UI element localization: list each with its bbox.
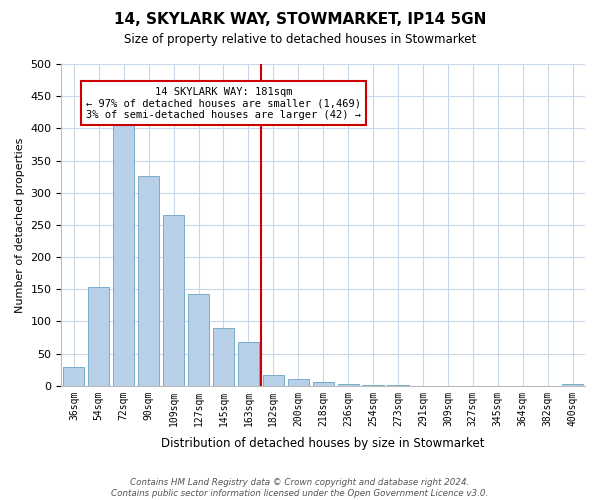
Bar — [138, 176, 159, 386]
Bar — [388, 385, 409, 386]
Bar — [88, 286, 109, 386]
Text: 14, SKYLARK WAY, STOWMARKET, IP14 5GN: 14, SKYLARK WAY, STOWMARKET, IP14 5GN — [114, 12, 486, 28]
Bar — [263, 376, 284, 386]
Bar — [562, 384, 583, 386]
Bar — [213, 328, 234, 386]
Y-axis label: Number of detached properties: Number of detached properties — [15, 137, 25, 312]
Text: Contains HM Land Registry data © Crown copyright and database right 2024.
Contai: Contains HM Land Registry data © Crown c… — [112, 478, 488, 498]
Text: Size of property relative to detached houses in Stowmarket: Size of property relative to detached ho… — [124, 32, 476, 46]
Bar — [313, 382, 334, 386]
Bar — [362, 385, 383, 386]
Bar — [163, 215, 184, 386]
X-axis label: Distribution of detached houses by size in Stowmarket: Distribution of detached houses by size … — [161, 437, 485, 450]
Bar — [238, 342, 259, 386]
Bar — [63, 367, 85, 386]
Bar — [338, 384, 359, 386]
Bar — [287, 378, 309, 386]
Bar — [188, 294, 209, 386]
Text: 14 SKYLARK WAY: 181sqm
← 97% of detached houses are smaller (1,469)
3% of semi-d: 14 SKYLARK WAY: 181sqm ← 97% of detached… — [86, 86, 361, 120]
Bar — [113, 122, 134, 386]
